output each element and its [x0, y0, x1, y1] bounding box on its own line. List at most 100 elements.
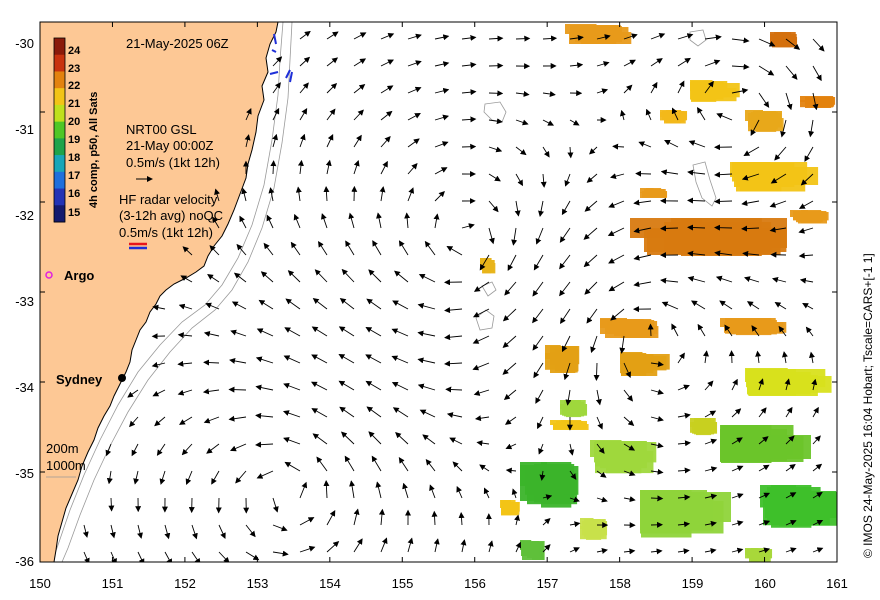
- current-arrow: [235, 470, 247, 484]
- current-arrow: [742, 250, 760, 257]
- current-arrow: [812, 65, 822, 82]
- current-arrow: [798, 252, 814, 259]
- current-arrow: [758, 92, 770, 108]
- current-arrow: [488, 200, 499, 213]
- current-arrow: [532, 308, 544, 324]
- current-arrow: [129, 416, 139, 428]
- current-arrow: [731, 408, 742, 418]
- current-arrow: [650, 361, 664, 367]
- current-arrow: [266, 214, 274, 229]
- current-arrow: [714, 198, 733, 205]
- current-arrow: [645, 108, 652, 121]
- colorbar-swatch: [54, 88, 65, 106]
- current-arrow: [152, 389, 166, 397]
- credit-text: © IMOS 24-May-2025 16:04 Hobart; Tscale=…: [861, 253, 875, 558]
- current-arrow: [407, 33, 422, 40]
- current-arrow: [472, 362, 490, 371]
- current-arrow: [245, 524, 256, 538]
- current-arrow: [272, 56, 283, 67]
- current-arrow: [608, 281, 625, 292]
- current-arrow: [339, 297, 355, 310]
- current-arrow: [744, 276, 760, 283]
- current-arrow: [407, 187, 414, 202]
- current-arrow: [164, 551, 173, 562]
- current-arrow: [461, 223, 475, 229]
- x-axis-labels: 150 151 152 153 154 155 156 157 158 159 …: [29, 576, 848, 591]
- current-arrow: [533, 254, 544, 271]
- current-arrow: [218, 551, 230, 562]
- current-arrow: [569, 470, 577, 480]
- current-arrow: [608, 200, 625, 208]
- current-arrow: [785, 92, 793, 111]
- current-arrow: [633, 227, 652, 234]
- current-arrow: [650, 468, 664, 475]
- current-arrow: [623, 416, 635, 427]
- current-arrow: [258, 299, 274, 310]
- current-arrow: [596, 61, 610, 67]
- sst-pixel-block: [664, 113, 686, 124]
- sst-pixel-block: [595, 441, 646, 467]
- current-arrow: [368, 431, 382, 445]
- current-arrow: [151, 361, 166, 368]
- current-arrow: [353, 109, 364, 121]
- current-arrow: [758, 492, 771, 499]
- current-arrow: [407, 113, 421, 121]
- current-arrow: [702, 350, 709, 364]
- current-arrow: [538, 443, 544, 455]
- current-arrow: [607, 227, 625, 236]
- current-arrow: [542, 544, 551, 553]
- sst-pixel-block: [521, 541, 540, 556]
- depth-200-label: 200m: [46, 441, 79, 456]
- current-arrow: [429, 484, 436, 499]
- current-arrow: [687, 224, 706, 231]
- island-contour: [481, 281, 497, 297]
- current-arrow: [368, 269, 382, 283]
- argo-marker-icon: [45, 271, 53, 279]
- current-arrow: [152, 304, 166, 311]
- current-arrow: [255, 384, 274, 391]
- current-arrow: [687, 275, 706, 283]
- current-arrow: [785, 38, 801, 50]
- current-arrow: [511, 488, 518, 499]
- current-arrow: [290, 241, 301, 256]
- current-arrow: [719, 300, 733, 310]
- current-arrow: [569, 547, 580, 553]
- current-arrow: [272, 107, 280, 121]
- current-arrow: [750, 119, 760, 136]
- current-arrow: [785, 547, 797, 554]
- current-arrow: [137, 524, 143, 539]
- colorbar-swatch: [54, 104, 65, 123]
- current-arrow: [380, 33, 395, 40]
- colorbar-tick: 18: [68, 152, 80, 164]
- current-arrow: [434, 141, 449, 148]
- current-arrow: [623, 84, 633, 94]
- current-arrow: [417, 357, 436, 364]
- current-arrow: [105, 443, 112, 457]
- current-arrow: [233, 272, 247, 283]
- current-arrow: [619, 335, 626, 354]
- current-arrow: [445, 386, 463, 393]
- current-arrow: [812, 38, 825, 52]
- current-arrow: [731, 547, 744, 554]
- sst-pixel-block: [721, 425, 794, 455]
- current-arrow: [542, 35, 558, 42]
- current-arrow: [164, 524, 171, 540]
- current-arrow: [256, 470, 274, 479]
- y-tick-label: -33: [15, 294, 34, 309]
- current-arrow: [456, 485, 463, 499]
- x-tick-label: 151: [102, 576, 124, 591]
- contour-1000m: [61, 22, 293, 562]
- current-arrow: [731, 63, 750, 70]
- current-arrow: [402, 482, 409, 499]
- current-arrow: [741, 200, 760, 207]
- current-arrow: [532, 281, 544, 297]
- current-arrow: [812, 406, 819, 418]
- current-arrow: [407, 138, 420, 148]
- current-arrow: [154, 416, 166, 427]
- current-arrow: [664, 140, 679, 148]
- current-arrow: [255, 441, 274, 448]
- x-tick-label: 154: [319, 576, 341, 591]
- current-arrow: [127, 389, 139, 398]
- current-arrow: [677, 33, 694, 40]
- current-arrow: [559, 281, 571, 297]
